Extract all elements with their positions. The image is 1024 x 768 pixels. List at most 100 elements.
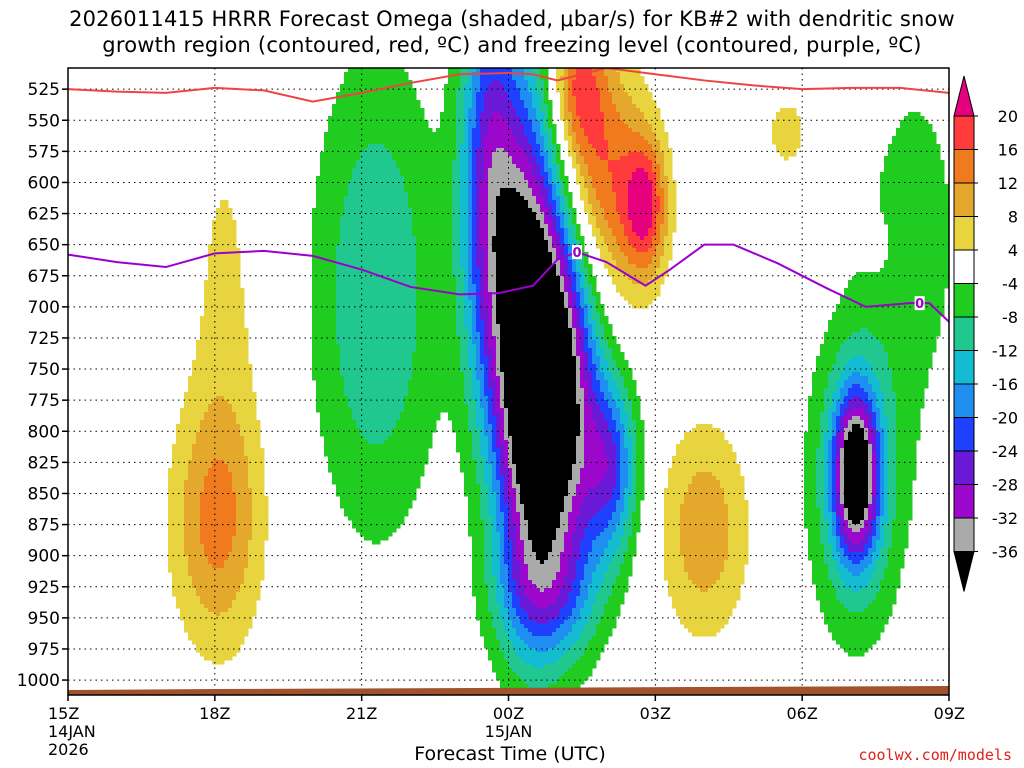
omega-cell bbox=[520, 496, 565, 501]
omega-cell bbox=[168, 528, 185, 533]
omega-cell bbox=[844, 520, 849, 525]
omega-cell bbox=[504, 456, 509, 461]
omega-cell bbox=[484, 568, 493, 573]
omega-cell bbox=[540, 168, 545, 173]
omega-cell bbox=[820, 516, 825, 521]
omega-cell bbox=[596, 420, 609, 425]
omega-cell bbox=[392, 432, 433, 437]
omega-cell bbox=[624, 404, 633, 409]
omega-cell bbox=[340, 360, 413, 365]
omega-cell bbox=[572, 644, 589, 649]
omega-cell bbox=[516, 540, 525, 545]
omega-cell bbox=[200, 328, 249, 333]
omega-cell bbox=[492, 316, 497, 321]
omega-cell bbox=[652, 224, 657, 229]
omega-cell bbox=[240, 584, 261, 589]
omega-cell bbox=[492, 404, 497, 409]
omega-cell bbox=[192, 368, 253, 373]
omega-cell bbox=[584, 628, 597, 633]
omega-cell bbox=[660, 264, 669, 269]
omega-cell bbox=[576, 368, 581, 373]
omega-cell bbox=[452, 256, 461, 261]
omega-cell bbox=[512, 76, 525, 81]
omega-cell bbox=[492, 612, 501, 617]
omega-cell bbox=[828, 460, 833, 465]
omega-cell bbox=[512, 436, 577, 441]
omega-cell bbox=[536, 112, 545, 117]
omega-cell bbox=[568, 68, 577, 73]
omega-cell bbox=[476, 192, 481, 197]
omega-cell bbox=[596, 324, 605, 329]
omega-cell bbox=[452, 240, 461, 245]
omega-cell bbox=[880, 520, 889, 525]
omega-cell bbox=[824, 400, 833, 405]
omega-cell bbox=[884, 576, 901, 581]
omega-cell bbox=[492, 568, 501, 573]
omega-cell bbox=[416, 280, 457, 285]
omega-cell bbox=[584, 448, 605, 453]
omega-cell bbox=[600, 108, 617, 113]
omega-cell bbox=[416, 308, 457, 313]
omega-cell bbox=[236, 516, 253, 521]
omega-cell bbox=[568, 220, 573, 225]
omega-cell bbox=[504, 628, 517, 633]
omega-cell bbox=[596, 372, 605, 377]
omega-cell bbox=[248, 544, 265, 549]
omega-cell bbox=[460, 468, 477, 473]
omega-cell bbox=[604, 448, 617, 453]
omega-cell bbox=[884, 212, 949, 217]
omega-cell bbox=[200, 496, 237, 501]
omega-cell bbox=[620, 116, 645, 121]
omega-cell bbox=[536, 604, 549, 609]
omega-cell bbox=[576, 292, 581, 297]
omega-cell bbox=[472, 244, 477, 249]
omega-cell bbox=[580, 512, 597, 517]
omega-cell bbox=[540, 148, 545, 153]
omega-cell bbox=[532, 600, 557, 605]
omega-cell bbox=[824, 488, 829, 493]
omega-cell bbox=[828, 416, 833, 421]
omega-cell bbox=[908, 112, 921, 117]
omega-cell bbox=[848, 412, 865, 417]
omega-cell bbox=[572, 120, 581, 125]
omega-cell bbox=[460, 236, 469, 241]
omega-cell bbox=[560, 568, 569, 573]
omega-cell bbox=[688, 484, 721, 489]
omega-cell bbox=[212, 564, 225, 569]
omega-cell bbox=[544, 204, 553, 209]
omega-cell bbox=[844, 364, 873, 369]
omega-cell bbox=[568, 296, 573, 301]
omega-cell bbox=[312, 228, 341, 233]
omega-cell bbox=[480, 140, 485, 145]
omega-cell bbox=[516, 188, 533, 193]
omega-cell bbox=[592, 224, 597, 229]
omega-cell bbox=[504, 532, 509, 537]
omega-cell bbox=[496, 296, 565, 301]
omega-cell bbox=[184, 496, 201, 501]
omega-cell bbox=[548, 112, 553, 117]
omega-cell bbox=[216, 612, 221, 617]
omega-cell bbox=[620, 572, 633, 577]
omega-cell bbox=[828, 428, 833, 433]
freezing-level-label: 0 bbox=[915, 297, 924, 312]
y-tick-label: 950 bbox=[28, 609, 60, 629]
colorbar-segment bbox=[953, 149, 975, 184]
omega-cell bbox=[520, 512, 525, 517]
omega-cell bbox=[588, 312, 593, 317]
omega-cell bbox=[484, 540, 493, 545]
omega-cell bbox=[516, 588, 525, 593]
omega-cell bbox=[584, 604, 593, 609]
omega-cell bbox=[452, 428, 469, 433]
omega-cell bbox=[468, 512, 481, 517]
omega-cell bbox=[500, 432, 505, 437]
omega-cell bbox=[840, 644, 873, 649]
omega-cell bbox=[804, 468, 817, 473]
omega-cell bbox=[500, 388, 505, 393]
omega-cell bbox=[336, 252, 417, 257]
omega-cell bbox=[484, 304, 493, 309]
omega-cell bbox=[484, 556, 493, 561]
omega-cell bbox=[472, 80, 481, 85]
omega-cell bbox=[504, 512, 509, 517]
omega-cell bbox=[540, 184, 545, 189]
omega-cell bbox=[504, 396, 577, 401]
